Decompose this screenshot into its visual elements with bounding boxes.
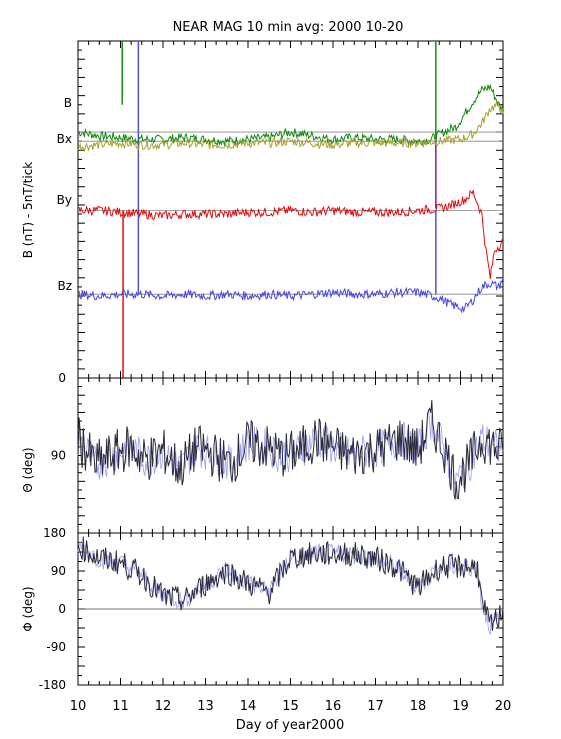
panel-theta-series	[77, 399, 504, 500]
x-tick-label: 20	[495, 699, 512, 714]
panel-b-series	[77, 41, 504, 378]
panel-phi-series	[77, 536, 504, 635]
series-line-by	[77, 189, 504, 280]
panel-b-ytick-labels: 0	[58, 371, 66, 385]
y-tick-label: -180	[39, 678, 66, 692]
y-tick-label: 90	[51, 564, 66, 578]
x-tick-label: 18	[410, 699, 427, 714]
panel-b-ylabel: B (nT) - 5nT/tick	[21, 162, 35, 259]
legend-label-bz: Bz	[57, 279, 72, 293]
panel-b: B (nT) - 5nT/tick B Bx By Bz 0	[21, 40, 504, 385]
x-axis-label: Day of year2000	[236, 718, 345, 733]
x-tick-label: 14	[240, 699, 257, 714]
panel-b-ticks	[77, 40, 504, 379]
series-line-theta	[77, 399, 504, 500]
legend-label-bx: Bx	[57, 132, 72, 146]
panel-theta-ylabel: Θ (deg)	[21, 447, 35, 492]
x-tick-label: 15	[282, 699, 299, 714]
legend-label-b: B	[64, 96, 72, 110]
panel-theta-ytick-labels: 90	[51, 449, 66, 463]
x-tick-label: 12	[155, 699, 172, 714]
chart-title: NEAR MAG 10 min avg: 2000 10-20	[173, 20, 404, 35]
y-tick-label: 0	[58, 371, 66, 385]
panel-phi-ylabel: Φ (deg)	[21, 586, 35, 631]
x-tick-label: 10	[70, 699, 87, 714]
series-line-b	[77, 83, 504, 147]
y-tick-label: -90	[46, 640, 66, 654]
panel-theta-ticks	[77, 377, 504, 534]
x-tick-label: 16	[325, 699, 342, 714]
y-tick-label: 180	[43, 526, 66, 540]
panel-phi-ytick-labels: 180 90 0 -90 -180	[39, 526, 66, 692]
panel-theta: Θ (deg) 90	[21, 377, 504, 534]
panel-phi: Φ (deg) 180 90 0 -90 -180	[21, 526, 504, 692]
series-line-phi	[77, 536, 504, 631]
legend-label-by: By	[57, 193, 72, 207]
series-line-bx	[77, 100, 504, 153]
x-tick-label: 11	[112, 699, 129, 714]
x-tick-label: 19	[452, 699, 469, 714]
x-tick-labels: 10 11 12 13 14 15 16 17 18 19 20	[70, 699, 512, 714]
y-tick-label: 0	[58, 602, 66, 616]
x-tick-label: 13	[197, 699, 214, 714]
y-tick-label: 90	[51, 449, 66, 463]
series-line-bz	[77, 277, 504, 314]
x-tick-label: 17	[367, 699, 384, 714]
